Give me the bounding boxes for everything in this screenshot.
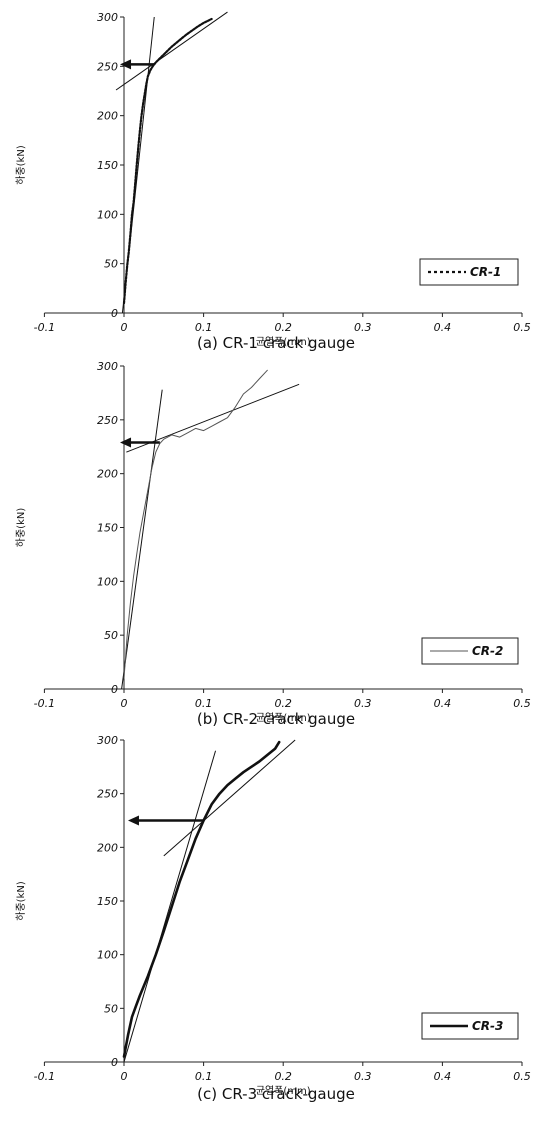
y-tick-label: 150 <box>97 159 118 172</box>
y-tick-label: 300 <box>97 11 118 24</box>
chart-caption: (b) CR-2 crack gauge <box>197 710 355 728</box>
y-tick-label: 50 <box>104 1002 118 1015</box>
y-tick-label: 150 <box>97 895 118 908</box>
x-tick-label: 0.5 <box>513 1070 531 1083</box>
x-tick-label: -0.1 <box>34 321 55 334</box>
chart-caption: (a) CR-1 crack gauge <box>197 334 355 352</box>
y-tick-label: 0 <box>111 1056 118 1069</box>
y-tick-label: 0 <box>111 683 118 696</box>
y-axis-label: 하중(kN) <box>14 145 27 185</box>
y-tick-label: 0 <box>111 307 118 320</box>
series-line-CR-3 <box>122 740 281 1058</box>
y-tick-label: 50 <box>104 258 118 271</box>
y-axis-label: 하중(kN) <box>14 508 27 548</box>
chart-panel-2: 0 50 100 150 200 250 300 -0.1 0 0.1 0.2 0.3 0.4 0.5 균열… <box>14 360 531 728</box>
x-tick-label: 0 <box>121 321 128 334</box>
x-tick-label: 0.3 <box>354 1070 372 1083</box>
tangent-line-2 <box>163 739 296 857</box>
y-tick-label: 250 <box>97 414 118 427</box>
x-tick-label: 0.1 <box>195 697 213 710</box>
x-tick-label: 0.5 <box>513 697 531 710</box>
y-tick-label: 100 <box>97 575 118 588</box>
x-axis-label: 균열폭(mm) <box>256 336 311 348</box>
x-axis-label: 균열폭(mm) <box>256 712 311 724</box>
tangent-line-1 <box>123 750 217 1063</box>
x-tick-label: 0 <box>121 1070 128 1083</box>
x-tick-label: 0.4 <box>434 321 452 334</box>
x-tick-label: 0.2 <box>274 697 292 710</box>
y-tick-label: 100 <box>97 208 118 221</box>
x-axis-label: 균열폭(mm) <box>256 1085 311 1097</box>
x-tick-label: -0.1 <box>34 697 55 710</box>
arrow-head <box>120 59 132 70</box>
y-tick-label: 200 <box>97 110 118 123</box>
x-tick-label: 0.1 <box>195 321 213 334</box>
series-line-CR-2 <box>123 369 268 679</box>
y-tick-label: 300 <box>97 360 118 373</box>
tangent-line-2 <box>115 11 228 91</box>
arrow-head <box>127 815 139 826</box>
y-tick-label: 100 <box>97 949 118 962</box>
chart-panel-1: 0 50 100 150 200 250 300 -0.1 0 0.1 0.2 0.3 0.4 0.5 균열… <box>14 11 531 352</box>
x-tick-label: 0 <box>121 697 128 710</box>
tangent-line-2 <box>126 383 300 453</box>
legend-label: CR-3 <box>472 1019 503 1033</box>
y-tick-label: 250 <box>97 788 118 801</box>
chart-panel-3: 0 50 100 150 200 250 300 -0.1 0 0.1 0.2 0.3 0.4 0.5 균열… <box>14 734 531 1103</box>
y-axis-label: 하중(kN) <box>14 881 27 921</box>
x-tick-label: 0.5 <box>513 321 531 334</box>
x-tick-label: 0.3 <box>354 697 372 710</box>
x-tick-label: 0.4 <box>434 1070 452 1083</box>
x-tick-label: 0.2 <box>274 321 292 334</box>
y-tick-label: 150 <box>97 522 118 535</box>
y-tick-label: 200 <box>97 841 118 854</box>
x-tick-label: 0.3 <box>354 321 372 334</box>
y-tick-label: 250 <box>97 60 118 73</box>
x-tick-label: 0.1 <box>195 1070 213 1083</box>
chart-caption: (c) CR-3 crack-gauge <box>197 1085 355 1103</box>
series-line-CR-1 <box>122 17 213 305</box>
x-tick-label: 0.2 <box>274 1070 292 1083</box>
arrow-head <box>120 437 132 448</box>
tangent-line-1 <box>121 389 163 690</box>
legend-label: CR-2 <box>472 644 503 658</box>
y-tick-label: 300 <box>97 734 118 747</box>
legend-label: CR-1 <box>470 265 501 279</box>
y-tick-label: 200 <box>97 468 118 481</box>
y-tick-label: 50 <box>104 629 118 642</box>
x-tick-label: -0.1 <box>34 1070 55 1083</box>
x-tick-label: 0.4 <box>434 697 452 710</box>
